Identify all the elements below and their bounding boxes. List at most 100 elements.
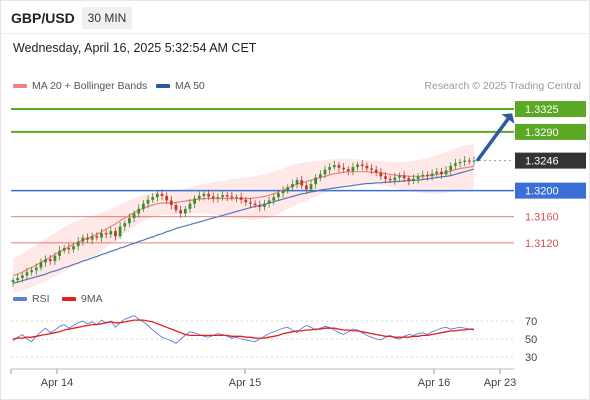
candle-body — [351, 167, 355, 172]
ma20-label: MA 20 + Bollinger Bands — [32, 80, 148, 92]
candle-body — [402, 175, 406, 179]
symbol-title: GBP/USD — [11, 10, 75, 26]
candle-body — [95, 236, 99, 238]
rsi-line — [12, 315, 475, 345]
candle-body — [188, 203, 192, 209]
candle-body — [146, 199, 150, 204]
candle-body — [34, 267, 38, 271]
candle-body — [342, 167, 345, 170]
candle-body — [30, 270, 34, 273]
candle-body — [81, 237, 85, 242]
candle-body — [281, 190, 285, 194]
candle-body — [67, 248, 71, 250]
ma50-swatch — [156, 84, 170, 89]
candle-body — [393, 177, 397, 181]
candle-body — [114, 231, 117, 237]
legend-rsi: RSI — [13, 293, 50, 305]
moving-average-layer — [12, 165, 475, 284]
candle-body — [449, 165, 453, 171]
candle-body — [128, 218, 131, 224]
level-badge-1.3200 — [515, 182, 586, 199]
candle-body — [100, 233, 103, 238]
candle-body — [332, 165, 336, 168]
candle-body — [235, 197, 238, 199]
candle-body — [295, 180, 299, 185]
level-label-1.3200: 1.3200 — [525, 186, 559, 198]
candle-body — [76, 241, 80, 247]
rsi-panel: 70 50 30 — [11, 315, 537, 364]
level-badge-1.3246 — [515, 152, 586, 169]
candle-body — [179, 210, 183, 214]
candle-body — [356, 164, 359, 168]
candle-body — [249, 202, 252, 204]
candle-body — [277, 193, 280, 198]
rsi-tick-50: 50 — [525, 334, 537, 346]
candle-body — [379, 172, 383, 177]
candle-body — [123, 223, 127, 227]
candle-body — [86, 237, 89, 240]
candle-body — [16, 278, 20, 281]
forecast-arrow-shaft — [476, 117, 510, 162]
candle-body — [384, 176, 387, 179]
level-lines-layer: 1.3325 1.3290 1.3246 1.3200 1.3160 1.3120 — [11, 101, 586, 250]
candle-body — [132, 213, 136, 219]
candle-body — [137, 208, 141, 214]
candle-body — [467, 160, 471, 162]
candle-body — [337, 165, 341, 168]
candle-body — [346, 169, 350, 172]
candle-body — [165, 195, 169, 201]
timeframe-badge[interactable]: 30 MIN — [82, 7, 132, 29]
candle-body — [458, 161, 462, 164]
candle-body — [174, 204, 178, 211]
level-label-1.3160: 1.3160 — [525, 212, 559, 224]
time-tick-label: Apr 23 — [484, 377, 516, 389]
rsi-swatch — [13, 297, 27, 302]
candle-body — [155, 193, 159, 198]
candle-body — [11, 280, 15, 282]
candle-body — [453, 163, 457, 166]
candle-body — [118, 226, 122, 237]
credit-text: Research © 2025 Trading Central — [424, 80, 581, 92]
candle-body — [365, 165, 369, 169]
ma20-swatch — [13, 84, 27, 89]
bollinger-band — [13, 144, 474, 293]
candle-body — [221, 195, 224, 198]
level-badge-1.3290 — [515, 123, 586, 140]
rsi-tick-30: 30 — [525, 352, 537, 364]
candle-body — [151, 197, 155, 200]
level-label-1.3246: 1.3246 — [525, 156, 559, 168]
ma20-line — [12, 165, 475, 277]
candle-body — [304, 185, 308, 190]
header-divider — [0, 33, 590, 34]
rsi-label: RSI — [32, 293, 50, 305]
candle-body — [323, 169, 327, 175]
candle-body — [160, 193, 164, 196]
timestamp: Wednesday, April 16, 2025 5:32:54 AM CET — [13, 41, 257, 55]
candle-body — [318, 174, 322, 178]
candle-body — [193, 198, 196, 204]
candle-body — [398, 175, 401, 178]
legend-9ma: 9MA — [62, 293, 103, 305]
bollinger-band-layer — [13, 144, 474, 293]
candle-body — [370, 168, 373, 170]
candle-body — [286, 187, 290, 191]
candle-body — [207, 193, 210, 197]
candle-body — [272, 197, 276, 201]
candle-body — [225, 195, 229, 197]
candle-body — [202, 193, 206, 196]
candle-body — [211, 196, 215, 199]
candle-body — [440, 171, 443, 175]
candle-body — [72, 246, 75, 250]
candle-body — [183, 208, 187, 214]
ma9-label: 9MA — [81, 293, 103, 305]
candle-body — [244, 199, 248, 203]
candle-body — [360, 164, 364, 166]
candle-body — [388, 178, 392, 181]
candle-body — [407, 178, 411, 181]
candle-body — [309, 184, 313, 190]
candle-body — [142, 203, 145, 209]
candle-body — [263, 203, 266, 207]
candle-body — [48, 259, 52, 262]
legend-ma50: MA 50 — [156, 80, 205, 92]
